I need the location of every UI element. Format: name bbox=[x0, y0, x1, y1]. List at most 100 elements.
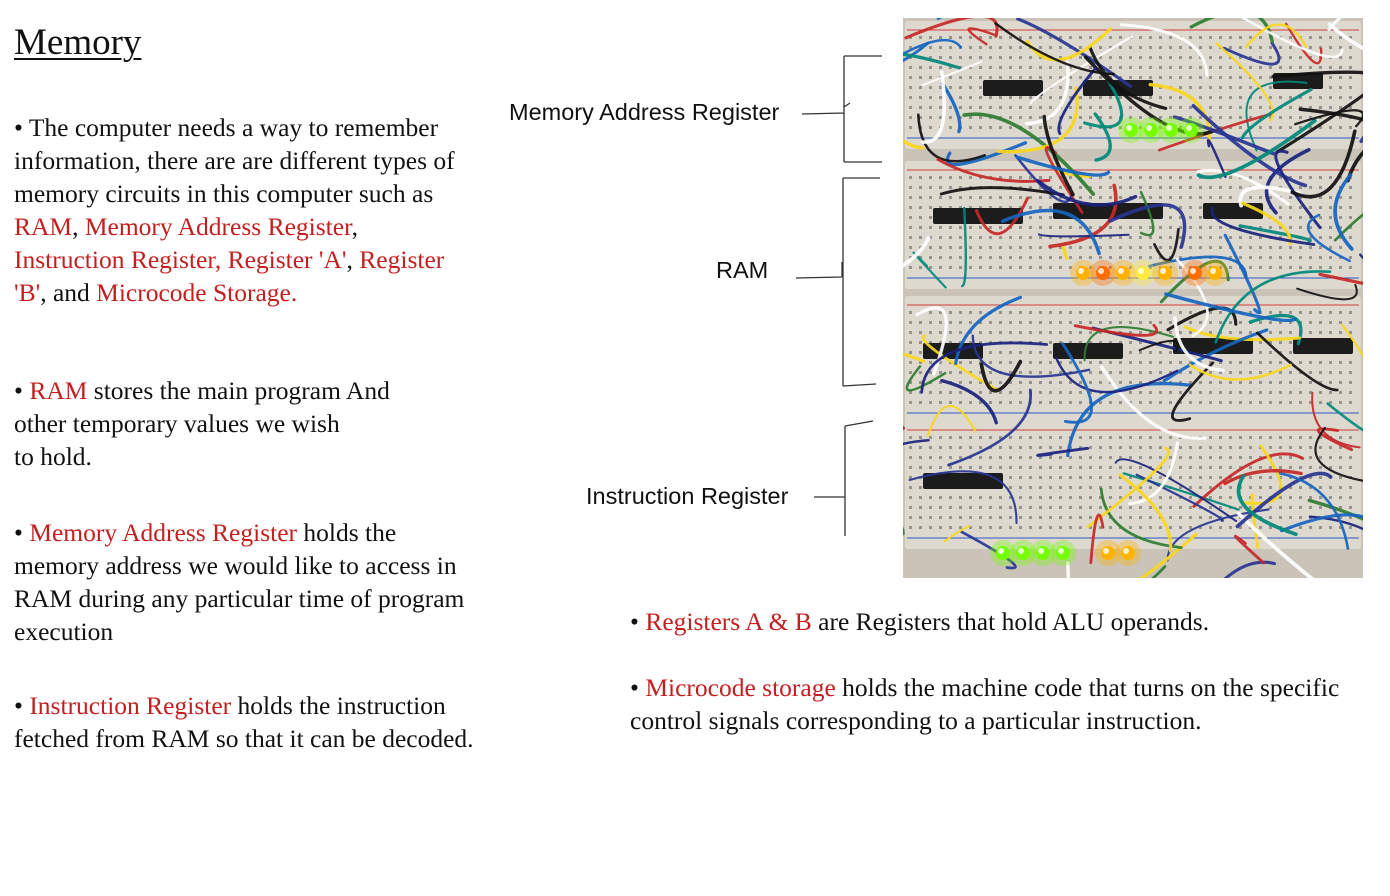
breadboard-hole bbox=[1349, 56, 1352, 59]
breadboard-hole bbox=[929, 176, 932, 179]
breadboard-hole bbox=[1129, 246, 1132, 249]
breadboard-hole bbox=[1119, 446, 1122, 449]
breadboard-hole bbox=[1129, 321, 1132, 324]
breadboard-hole bbox=[1339, 226, 1342, 229]
breadboard-hole bbox=[1009, 371, 1012, 374]
breadboard-hole bbox=[1199, 486, 1202, 489]
breadboard-hole bbox=[1329, 526, 1332, 529]
ram-bracket bbox=[795, 177, 880, 387]
breadboard-hole bbox=[909, 311, 912, 314]
breadboard-hole bbox=[1149, 76, 1152, 79]
breadboard-hole bbox=[1139, 321, 1142, 324]
breadboard-hole bbox=[979, 126, 982, 129]
breadboard-hole bbox=[929, 256, 932, 259]
breadboard-hole bbox=[939, 56, 942, 59]
breadboard-hole bbox=[1119, 381, 1122, 384]
breadboard-hole bbox=[1159, 391, 1162, 394]
breadboard-hole bbox=[1349, 46, 1352, 49]
breadboard-hole bbox=[1289, 516, 1292, 519]
breadboard-hole bbox=[1019, 516, 1022, 519]
breadboard-hole bbox=[1149, 351, 1152, 354]
breadboard-hole bbox=[1139, 226, 1142, 229]
breadboard-hole bbox=[1119, 246, 1122, 249]
breadboard-hole bbox=[1109, 446, 1112, 449]
breadboard-hole bbox=[1239, 116, 1242, 119]
breadboard-hole bbox=[1259, 351, 1262, 354]
jumper-wire bbox=[1173, 316, 1225, 373]
breadboard-hole bbox=[909, 216, 912, 219]
breadboard-hole bbox=[1159, 256, 1162, 259]
breadboard-hole bbox=[929, 206, 932, 209]
breadboard-hole bbox=[1179, 516, 1182, 519]
breadboard-hole bbox=[1339, 236, 1342, 239]
breadboard-hole bbox=[1169, 186, 1172, 189]
breadboard-hole bbox=[1059, 56, 1062, 59]
breadboard-hole bbox=[1319, 486, 1322, 489]
breadboard-hole bbox=[1089, 371, 1092, 374]
breadboard-hole bbox=[1099, 176, 1102, 179]
breadboard-hole bbox=[1039, 446, 1042, 449]
label-instruction-register: Instruction Register bbox=[586, 483, 789, 509]
breadboard-hole bbox=[1059, 331, 1062, 334]
breadboard-hole bbox=[1049, 496, 1052, 499]
breadboard-hole bbox=[939, 391, 942, 394]
breadboard-hole bbox=[1329, 361, 1332, 364]
jumper-wire bbox=[1151, 565, 1167, 578]
led-highlight bbox=[1210, 268, 1216, 274]
breadboard-hole bbox=[1309, 106, 1312, 109]
breadboard-hole bbox=[1339, 206, 1342, 209]
breadboard-hole bbox=[999, 246, 1002, 249]
jumper-wire bbox=[1240, 18, 1344, 58]
breadboard-hole bbox=[919, 526, 922, 529]
breadboard-hole bbox=[909, 236, 912, 239]
breadboard-hole bbox=[1339, 56, 1342, 59]
breadboard-hole bbox=[1069, 36, 1072, 39]
breadboard-hole bbox=[1089, 361, 1092, 364]
breadboard-hole bbox=[1139, 496, 1142, 499]
breadboard-hole bbox=[1309, 66, 1312, 69]
breadboard-hole bbox=[1039, 526, 1042, 529]
breadboard-hole bbox=[929, 216, 932, 219]
breadboard-hole bbox=[1279, 371, 1282, 374]
bullet-microcode-storage: • Microcode storage holds the machine co… bbox=[630, 671, 1380, 737]
highlighted-term: Registers A & B bbox=[645, 607, 812, 636]
breadboard-hole bbox=[1279, 246, 1282, 249]
breadboard-hole bbox=[1039, 196, 1042, 199]
breadboard-hole bbox=[1049, 216, 1052, 219]
breadboard-hole bbox=[1239, 436, 1242, 439]
breadboard-hole bbox=[919, 446, 922, 449]
breadboard-hole bbox=[909, 266, 912, 269]
breadboard-hole bbox=[989, 381, 992, 384]
breadboard-hole bbox=[1299, 381, 1302, 384]
breadboard-hole bbox=[1349, 371, 1352, 374]
breadboard-hole bbox=[1149, 321, 1152, 324]
breadboard-hole bbox=[1309, 256, 1312, 259]
breadboard-hole bbox=[1009, 106, 1012, 109]
breadboard-hole bbox=[1039, 56, 1042, 59]
breadboard-hole bbox=[1289, 96, 1292, 99]
breadboard-hole bbox=[1049, 196, 1052, 199]
breadboard-hole bbox=[1349, 486, 1352, 489]
breadboard-hole bbox=[1259, 381, 1262, 384]
breadboard-hole bbox=[1139, 126, 1142, 129]
breadboard-hole bbox=[939, 466, 942, 469]
breadboard-hole bbox=[939, 341, 942, 344]
breadboard-hole bbox=[909, 246, 912, 249]
breadboard-hole bbox=[1239, 371, 1242, 374]
breadboard-hole bbox=[929, 186, 932, 189]
breadboard-hole bbox=[979, 106, 982, 109]
breadboard-hole bbox=[1129, 46, 1132, 49]
breadboard-hole bbox=[1029, 76, 1032, 79]
breadboard-hole bbox=[949, 226, 952, 229]
breadboard-hole bbox=[939, 96, 942, 99]
breadboard-hole bbox=[939, 226, 942, 229]
breadboard-hole bbox=[1209, 36, 1212, 39]
breadboard-hole bbox=[1029, 331, 1032, 334]
breadboard-hole bbox=[1099, 466, 1102, 469]
highlighted-term: Instruction Register, bbox=[14, 245, 222, 274]
breadboard-hole bbox=[959, 456, 962, 459]
breadboard-hole bbox=[1329, 256, 1332, 259]
jumper-wire bbox=[1245, 80, 1308, 152]
breadboard-hole bbox=[1319, 496, 1322, 499]
breadboard-hole bbox=[1029, 371, 1032, 374]
